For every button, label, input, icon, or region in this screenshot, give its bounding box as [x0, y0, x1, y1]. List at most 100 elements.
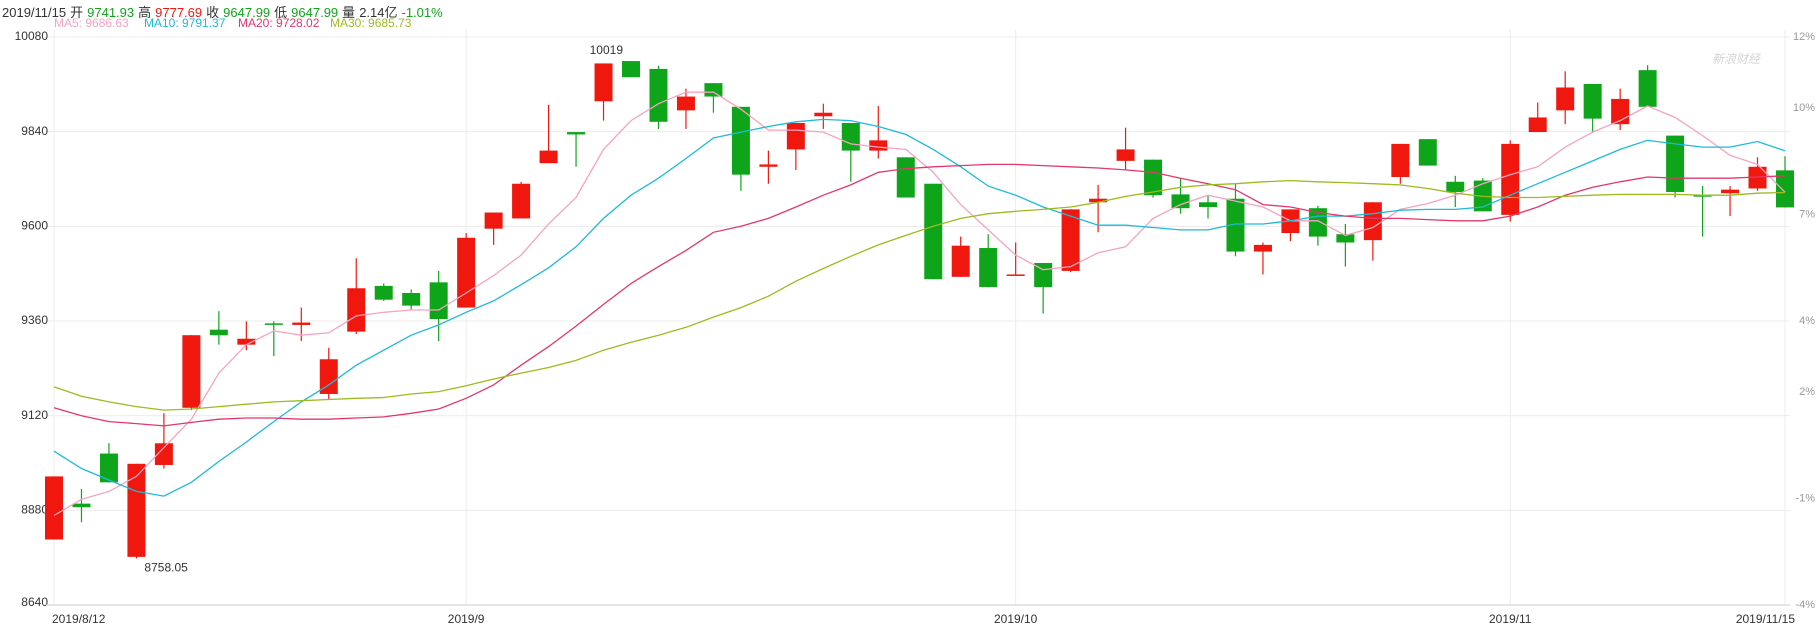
candle-body	[209, 329, 228, 336]
candle-body	[1583, 83, 1602, 119]
candle-body	[1253, 244, 1272, 252]
high-annotation: 10019	[590, 43, 624, 57]
x-tick-label: 2019/11	[1489, 612, 1532, 626]
y2-tick-label: 7%	[1799, 208, 1815, 220]
candle-body	[347, 288, 366, 332]
candle-body	[45, 476, 63, 540]
candle-body	[622, 61, 640, 78]
candle-body	[1721, 189, 1740, 194]
candle-body	[127, 463, 146, 557]
y-tick-label: 8880	[21, 503, 48, 517]
y2-tick-label: 4%	[1799, 315, 1815, 327]
candle-body	[1528, 117, 1547, 133]
candle-body	[1171, 194, 1190, 209]
legend-entry: MA10: 9791.37	[144, 16, 226, 30]
header-high: 9777.69	[155, 5, 203, 20]
candle-body	[1446, 181, 1465, 193]
header: 2019/11/15 开 9741.93 高 9777.69 收 9647.99 低 9647.…	[2, 2, 447, 21]
candle-body	[731, 106, 750, 175]
y2-tick-label: 2%	[1799, 386, 1815, 398]
ma-line	[53, 118, 1786, 497]
candle-body	[759, 164, 778, 167]
candle-body	[1061, 209, 1080, 271]
candle-body	[1006, 274, 1025, 276]
y2-tick-label: 10%	[1793, 102, 1815, 114]
header-label: 高	[138, 5, 152, 20]
candle-body	[1776, 170, 1794, 208]
candle-body	[484, 212, 503, 229]
candle-body	[1226, 198, 1245, 252]
y2-tick-label: 12%	[1793, 31, 1815, 43]
candle-body	[786, 122, 805, 150]
candle-body	[1556, 87, 1575, 111]
candle-body	[1336, 234, 1355, 243]
low-annotation: 8758.05	[144, 561, 188, 575]
candle-body	[99, 453, 118, 483]
y-tick-label: 9840	[21, 124, 48, 138]
y-tick-label: 9600	[21, 219, 48, 233]
y-tick-label: 9360	[21, 313, 48, 327]
candle-body	[1116, 149, 1135, 161]
candle-body	[429, 282, 448, 320]
candle-body	[594, 63, 613, 102]
candle-body	[649, 68, 668, 122]
x-tick-label: 2019/10	[994, 612, 1038, 626]
header-label: 量	[342, 5, 356, 20]
candle-body	[814, 112, 833, 117]
legend-entry: MA20: 9728.02	[238, 16, 320, 30]
y-tick-label: 8640	[21, 595, 48, 609]
candle-body	[264, 323, 283, 325]
candle-body	[374, 285, 393, 300]
x-tick-label: 2019/9	[448, 612, 485, 626]
candle-body	[512, 183, 531, 219]
y-tick-label: 9120	[21, 408, 48, 422]
header-volume: 2.14亿	[359, 5, 398, 20]
candle-body	[896, 157, 915, 198]
ma-line	[53, 163, 1786, 427]
candle-body	[182, 335, 201, 408]
candle-body	[1144, 159, 1163, 196]
header-change: -1.01%	[401, 5, 443, 20]
header-label: 低	[274, 5, 288, 20]
legend-entry: MA5: 9686.63	[54, 16, 129, 30]
y2-tick-label: -4%	[1795, 599, 1815, 611]
candle-body	[1501, 143, 1520, 215]
candle-body	[567, 132, 586, 135]
header-label: 收	[206, 5, 220, 20]
y2-tick-label: -1%	[1795, 492, 1815, 504]
x-tick-label: 2019/11/15	[1736, 612, 1795, 626]
candle-body	[1638, 70, 1657, 107]
candle-body	[951, 245, 970, 277]
candle-body	[1418, 139, 1437, 166]
watermark: 新浪财经	[1712, 52, 1762, 66]
header-label: 开	[70, 5, 84, 20]
candle-body	[237, 338, 256, 345]
candle-body	[869, 140, 888, 151]
ma-line	[53, 91, 1786, 517]
candle-body	[1199, 202, 1217, 208]
ma-line	[53, 179, 1786, 411]
candle-body	[1363, 202, 1382, 241]
candle-body	[72, 503, 91, 508]
candle-body	[841, 122, 860, 151]
candle-body	[979, 248, 998, 288]
candle-body	[1391, 143, 1410, 178]
candle-body	[292, 322, 311, 325]
candle-body	[704, 83, 723, 97]
candle-body	[1089, 198, 1108, 203]
header-date: 2019/11/15	[2, 5, 67, 20]
candle-body	[676, 96, 695, 111]
header-close: 9647.99	[223, 5, 271, 20]
candle-body	[924, 183, 943, 280]
header-open: 9741.93	[87, 5, 135, 20]
x-tick-label: 2019/8/12	[52, 612, 106, 626]
candle-body	[319, 359, 338, 394]
legend-entry: MA30: 9685.73	[330, 16, 412, 30]
header-low: 9647.99	[291, 5, 339, 20]
candle-body	[1693, 195, 1712, 197]
candle-body	[539, 150, 558, 164]
candle-body	[402, 292, 421, 306]
candle-body	[154, 443, 173, 465]
